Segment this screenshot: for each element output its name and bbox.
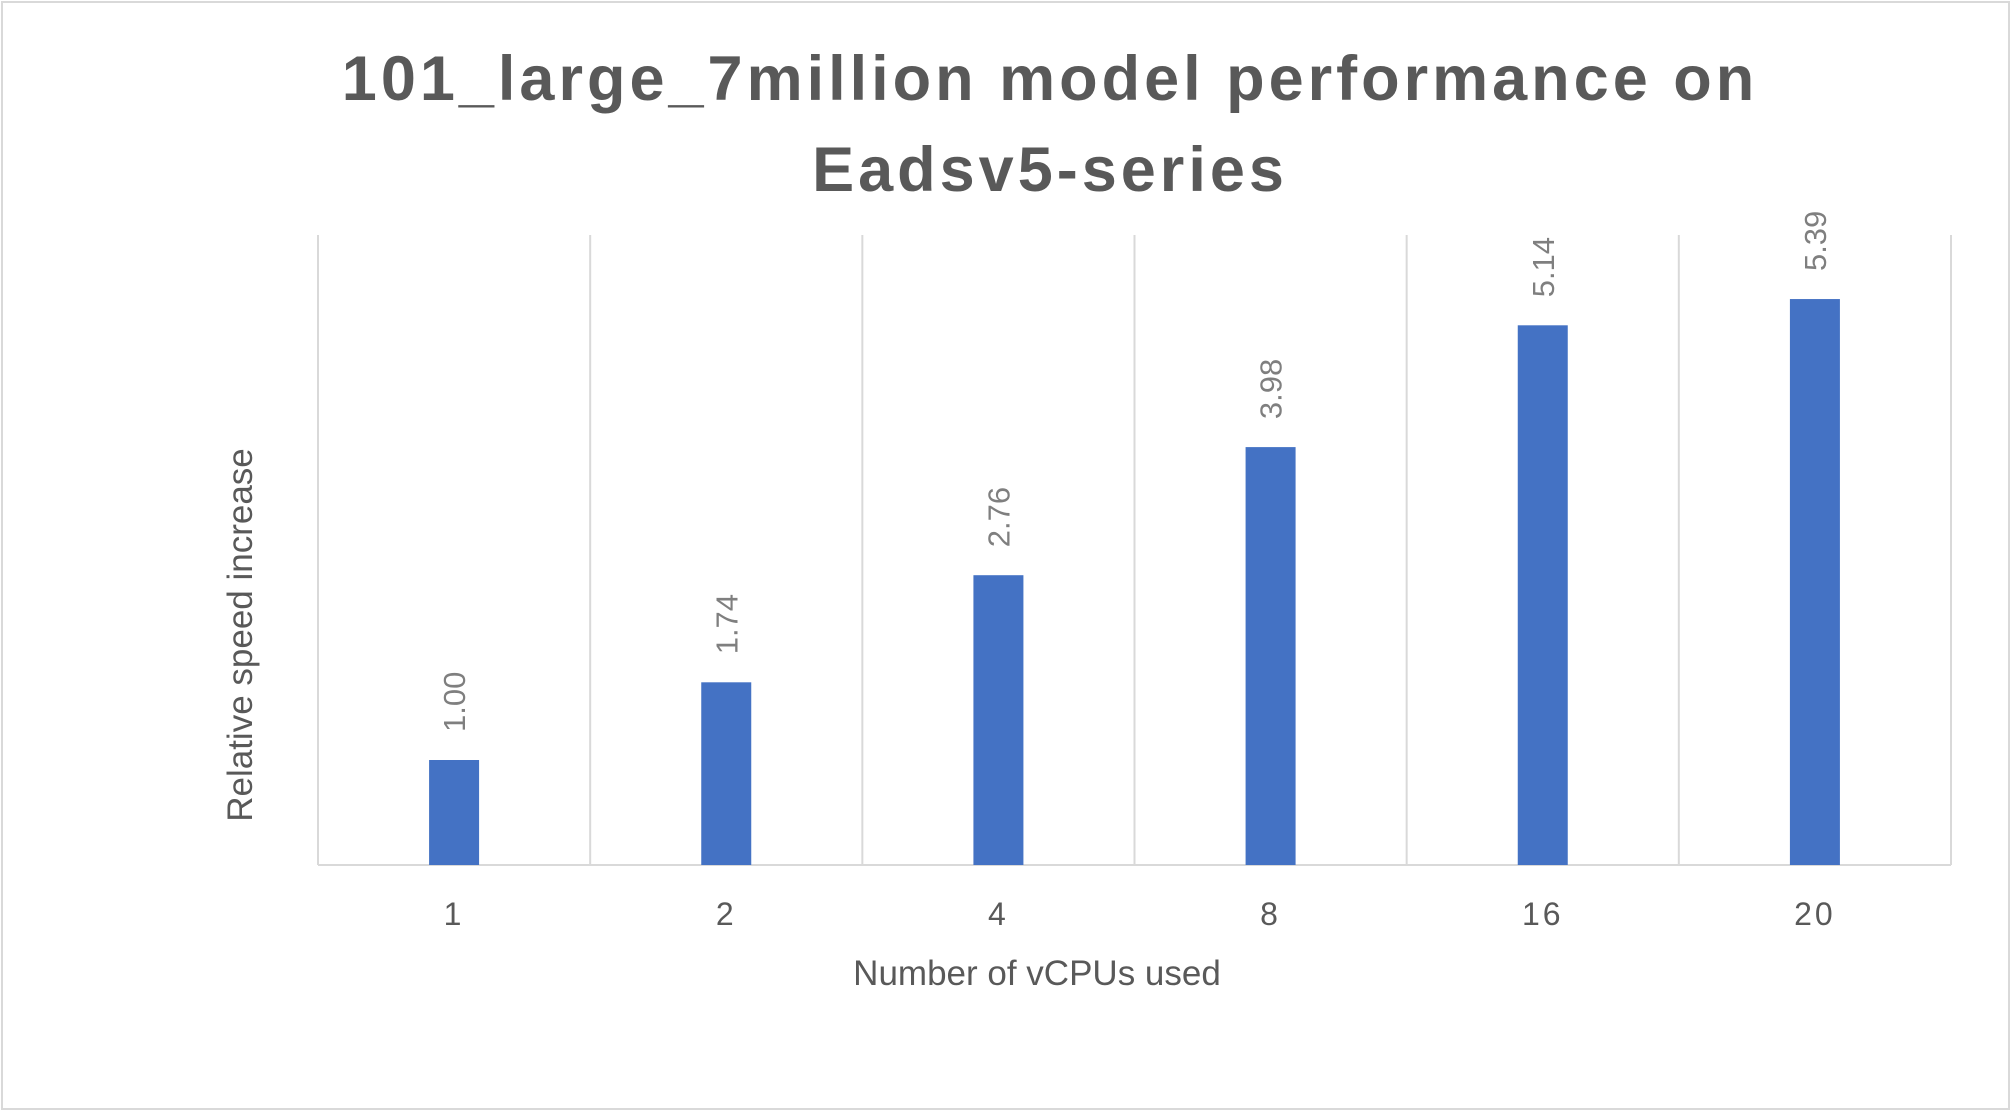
bar-16 <box>1517 325 1568 865</box>
grid-layer <box>317 235 1952 866</box>
chart-title-line-1: 101_large_7million model performance on <box>341 44 1759 114</box>
bar-layer <box>429 299 1840 865</box>
data-label-4: 2.76 <box>981 487 1016 547</box>
x-tick-label-4: 4 <box>988 896 1009 932</box>
data-label-20: 5.39 <box>1798 211 1833 271</box>
bar-2 <box>701 682 752 865</box>
bar-8 <box>1245 447 1296 865</box>
bar-20 <box>1789 299 1840 865</box>
chart-title-line-2: Eadsv5-series <box>812 135 1288 205</box>
data-label-1: 1.00 <box>437 672 472 732</box>
bar-1 <box>429 760 480 865</box>
x-axis-title: Number of vCPUs used <box>853 954 1221 993</box>
x-tick-label-8: 8 <box>1260 896 1281 932</box>
label-layer: 1.00 1 1.74 2 2.76 4 3.98 8 5.14 16 5.39 20 <box>437 211 1836 932</box>
data-label-2: 1.74 <box>709 594 744 654</box>
y-axis-title: Relative speed increase <box>221 448 260 822</box>
data-label-16: 5.14 <box>1526 237 1561 297</box>
x-tick-label-16: 16 <box>1522 896 1564 932</box>
bar-4 <box>973 575 1024 865</box>
data-label-8: 3.98 <box>1254 359 1289 419</box>
x-tick-label-2: 2 <box>716 896 737 932</box>
x-tick-label-20: 20 <box>1794 896 1836 932</box>
x-tick-label-1: 1 <box>444 896 465 932</box>
